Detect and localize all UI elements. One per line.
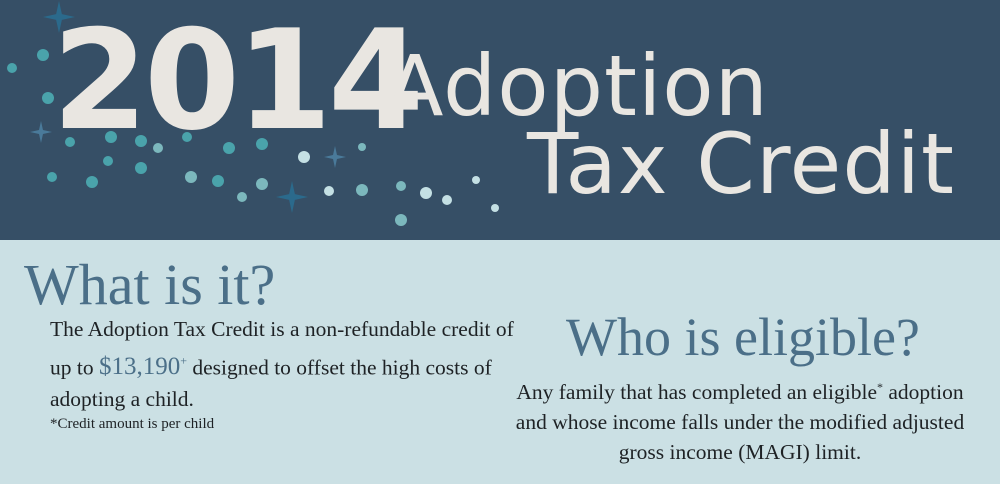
dot [103,156,113,166]
dot [65,137,75,147]
what-heading: What is it? [24,252,276,317]
credit-amount-value: $13,190 [98,353,181,381]
who-heading: Who is eligible? [566,307,920,367]
dot [256,138,268,150]
who-text-start: Any family that has completed an eligibl… [516,380,877,405]
star-icon [324,146,346,168]
dot [7,63,17,73]
title-line-2: Tax Credit [527,115,955,213]
what-text-start: The Adoption Tax Credit is a non-refunda… [50,317,514,380]
dot [182,132,192,142]
credit-amount-mark: + [180,354,188,368]
header-banner: 2014 Adoption Tax Credit [0,0,1000,240]
title-line-1: Adoption [386,37,769,135]
dot [491,204,499,212]
dot [42,92,54,104]
who-text-end: adoption and whose income falls under th… [515,380,965,465]
star-icon [30,121,52,143]
dot [356,184,368,196]
dot [420,187,432,199]
dot [396,181,406,191]
star-icon [43,1,75,33]
who-text: Any family that has completed an eligibl… [505,372,975,467]
dot [135,135,147,147]
dot [212,175,224,187]
dot [185,171,197,183]
dot [37,49,49,61]
footnote: *Credit amount is per child [50,416,215,432]
dot [135,162,147,174]
who-mark: * [877,380,883,394]
dot [298,151,310,163]
dot [395,214,407,226]
dot [472,176,480,184]
dot [237,192,247,202]
what-text: The Adoption Tax Credit is a non-refunda… [50,313,530,415]
dot [223,142,235,154]
star-icon [276,181,308,213]
dot [105,131,117,143]
dot [442,195,452,205]
year-title: 2014 [52,0,424,161]
sparkle-decoration [7,1,499,226]
dot [153,143,163,153]
dot [324,186,334,196]
what-text-end: designed to offset the high costs of ado… [50,355,492,412]
dot [256,178,268,190]
dot [358,143,366,151]
dot [47,172,57,182]
dot [86,176,98,188]
credit-amount: $13,190+ [99,353,187,380]
